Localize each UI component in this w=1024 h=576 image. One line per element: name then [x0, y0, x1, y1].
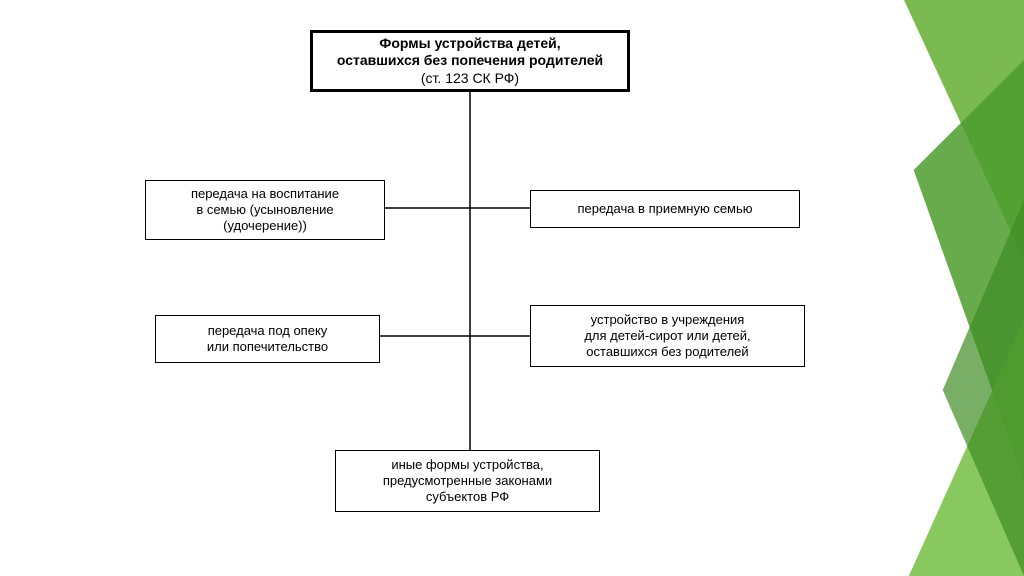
node-text: передача под опеку [208, 323, 328, 338]
node-text: субъектов РФ [426, 489, 509, 504]
org-chart: Формы устройства детей, оставшихся без п… [60, 30, 880, 540]
node-text: оставшихся без родителей [586, 344, 748, 359]
node-adoption: передача на воспитание в семью (усыновле… [145, 180, 385, 240]
deco-triangle [914, 60, 1024, 480]
slide-decoration [904, 0, 1024, 576]
node-text: (удочерение)) [223, 218, 307, 233]
node-text: в семью (усыновление [196, 202, 333, 217]
node-institutions: устройство в учреждения для детей-сирот … [530, 305, 805, 367]
node-other-forms: иные формы устройства, предусмотренные з… [335, 450, 600, 512]
deco-triangle [909, 320, 1024, 576]
node-text: передача на воспитание [191, 186, 339, 201]
node-text: для детей-сирот или детей, [584, 328, 750, 343]
root-node: Формы устройства детей, оставшихся без п… [310, 30, 630, 92]
node-text: иные формы устройства, [391, 457, 543, 472]
deco-triangle [943, 200, 1024, 576]
root-title-line2: оставшихся без попечения родителей [337, 52, 603, 68]
root-subtitle: (ст. 123 СК РФ) [421, 70, 519, 86]
node-guardianship: передача под опеку или попечительство [155, 315, 380, 363]
node-text: передача в приемную семью [577, 201, 752, 216]
node-foster-family: передача в приемную семью [530, 190, 800, 228]
root-title-line1: Формы устройства детей, [379, 35, 560, 51]
node-text: предусмотренные законами [383, 473, 552, 488]
deco-triangle [904, 0, 1024, 260]
node-text: или попечительство [207, 339, 328, 354]
node-text: устройство в учреждения [591, 312, 745, 327]
